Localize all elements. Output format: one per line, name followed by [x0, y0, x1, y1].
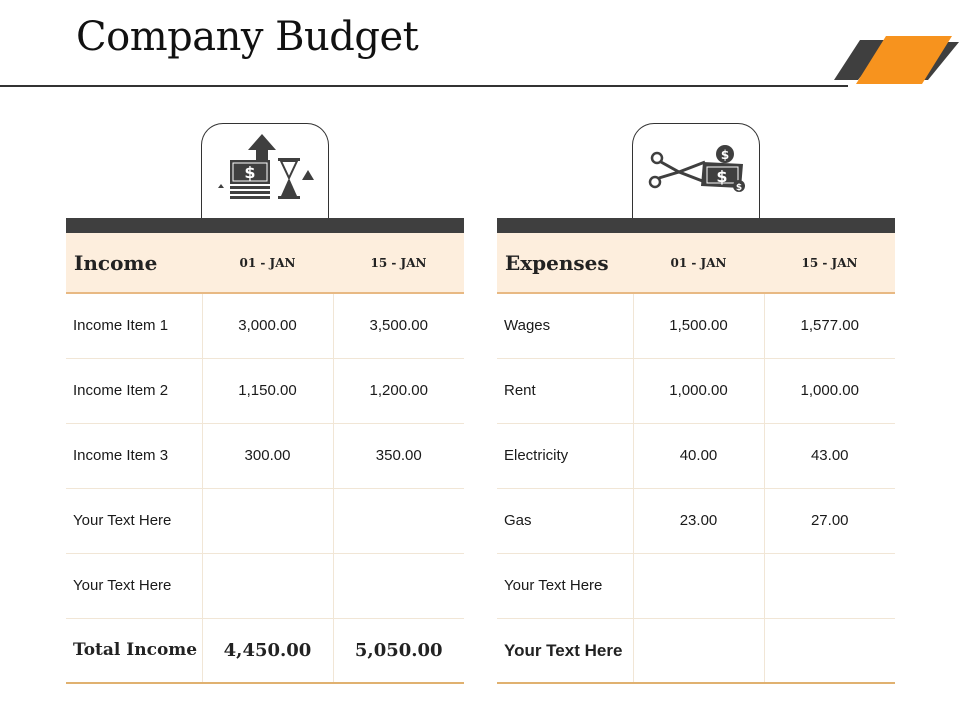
table-row: Wages 1,500.00 1,577.00 — [497, 293, 895, 359]
scissors-cutting-money-icon: $ $ $ — [648, 145, 745, 193]
corner-decoration — [834, 36, 959, 84]
income-money-hourglass-icon: $ — [218, 134, 314, 199]
expenses-table: Expenses 01 - JAN 15 - JAN Wages 1,500.0… — [497, 218, 895, 684]
income-row-value-01-jan: 300.00 — [202, 423, 334, 489]
expenses-row-value-01-jan: 1,500.00 — [633, 293, 765, 359]
income-row-value-15-jan — [333, 553, 464, 619]
income-total-01-jan: 4,450.00 — [202, 618, 334, 684]
expenses-row-value-15-jan: 1,000.00 — [764, 358, 895, 424]
income-row-label: Your Text Here — [66, 488, 203, 554]
income-row-label: Your Text Here — [66, 553, 203, 619]
income-row-value-15-jan: 350.00 — [333, 423, 464, 489]
income-row-value-01-jan — [202, 553, 334, 619]
income-table-top-bar — [66, 218, 464, 233]
income-column-15-jan: 15 - JAN — [333, 233, 464, 294]
expenses-icon-tab: $ $ $ — [632, 123, 760, 219]
table-row: Income Item 1 3,000.00 3,500.00 — [66, 293, 464, 359]
expenses-total-15-jan — [764, 618, 895, 684]
expenses-row-value-01-jan: 1,000.00 — [633, 358, 765, 424]
expenses-row-value-15-jan — [764, 553, 895, 619]
expenses-row-value-15-jan: 27.00 — [764, 488, 895, 554]
income-table: Income 01 - JAN 15 - JAN Income Item 1 3… — [66, 218, 464, 684]
table-row: Income Item 2 1,150.00 1,200.00 — [66, 358, 464, 424]
table-row: Your Text Here — [497, 553, 895, 619]
expenses-row-label: Gas — [497, 488, 634, 554]
expenses-total-01-jan — [633, 618, 765, 684]
income-column-01-jan: 01 - JAN — [202, 233, 333, 294]
income-row-label: Income Item 1 — [66, 293, 203, 359]
expenses-total-label: Your Text Here — [497, 618, 634, 684]
income-row-value-15-jan: 1,200.00 — [333, 358, 464, 424]
income-total-row: Total Income 4,450.00 5,050.00 — [66, 618, 464, 684]
table-row: Gas 23.00 27.00 — [497, 488, 895, 554]
title-divider — [0, 85, 848, 87]
svg-text:$: $ — [716, 167, 727, 186]
svg-text:$: $ — [721, 148, 729, 162]
page-title: Company Budget — [76, 14, 419, 60]
income-row-value-01-jan — [202, 488, 334, 554]
expenses-row-label: Wages — [497, 293, 634, 359]
table-row: Your Text Here — [66, 553, 464, 619]
table-row: Rent 1,000.00 1,000.00 — [497, 358, 895, 424]
income-row-value-01-jan: 1,150.00 — [202, 358, 334, 424]
income-row-value-15-jan: 3,500.00 — [333, 293, 464, 359]
expenses-header-row: Expenses 01 - JAN 15 - JAN — [497, 233, 895, 294]
expenses-total-row: Your Text Here — [497, 618, 895, 684]
income-header-row: Income 01 - JAN 15 - JAN — [66, 233, 464, 294]
income-row-value-01-jan: 3,000.00 — [202, 293, 334, 359]
income-total-15-jan: 5,050.00 — [333, 618, 464, 684]
income-icon-tab: $ — [201, 123, 329, 219]
table-row: Income Item 3 300.00 350.00 — [66, 423, 464, 489]
expenses-row-value-01-jan — [633, 553, 765, 619]
svg-text:$: $ — [736, 183, 742, 193]
expenses-row-value-01-jan: 40.00 — [633, 423, 765, 489]
expenses-heading: Expenses — [497, 233, 633, 294]
expenses-row-value-15-jan: 1,577.00 — [764, 293, 895, 359]
svg-text:$: $ — [244, 163, 255, 182]
income-row-label: Income Item 3 — [66, 423, 203, 489]
expenses-column-15-jan: 15 - JAN — [764, 233, 895, 294]
table-row: Electricity 40.00 43.00 — [497, 423, 895, 489]
expenses-row-label: Your Text Here — [497, 553, 634, 619]
expenses-column-01-jan: 01 - JAN — [633, 233, 764, 294]
expenses-table-top-bar — [497, 218, 895, 233]
expenses-row-value-15-jan: 43.00 — [764, 423, 895, 489]
income-total-label: Total Income — [66, 618, 203, 684]
table-row: Your Text Here — [66, 488, 464, 554]
income-row-value-15-jan — [333, 488, 464, 554]
expenses-row-label: Electricity — [497, 423, 634, 489]
income-row-label: Income Item 2 — [66, 358, 203, 424]
expenses-row-label: Rent — [497, 358, 634, 424]
expenses-row-value-01-jan: 23.00 — [633, 488, 765, 554]
income-heading: Income — [66, 233, 202, 294]
